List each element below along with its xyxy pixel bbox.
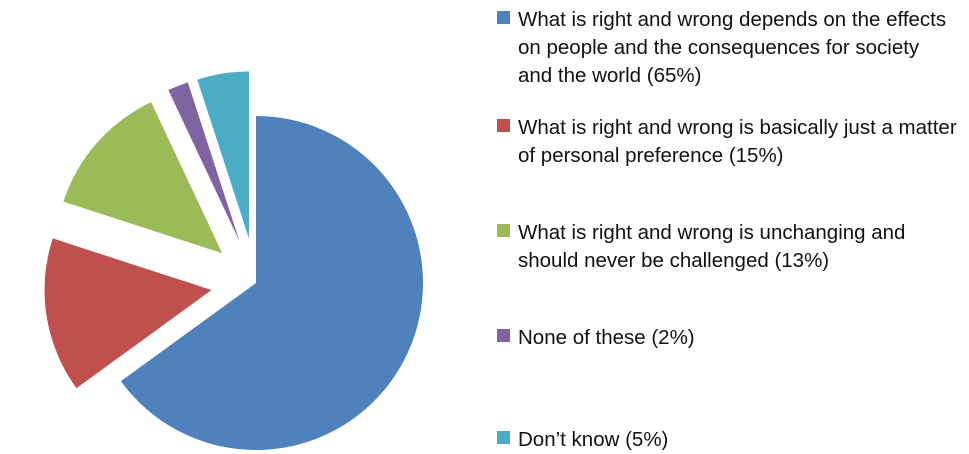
legend-item-unchanging: What is right and wrong is unchanging an…: [497, 219, 943, 275]
pie-slice-effects: [120, 116, 423, 451]
legend-label-none: None of these (2%): [518, 326, 695, 349]
legend-label-dont-know: Don’t know (5%): [518, 428, 669, 451]
legend-label-effects: What is right and wrong depends on the e…: [518, 8, 947, 87]
chart-legend: What is right and wrong depends on the e…: [497, 6, 969, 453]
pie-plot-area: [44, 71, 423, 451]
legend-item-preference: What is right and wrong is basically jus…: [497, 114, 969, 170]
legend-swatch-none: [497, 329, 510, 342]
legend-item-none: None of these (2%): [497, 324, 695, 352]
legend-label-unchanging: What is right and wrong is unchanging an…: [518, 221, 906, 272]
legend-swatch-dont-know: [497, 431, 510, 444]
legend-swatch-preference: [497, 119, 510, 132]
pie-slice-dont-know: [197, 71, 249, 239]
pie-slice-preference: [44, 238, 212, 389]
pie-slice-none: [168, 82, 240, 242]
legend-item-dont-know: Don’t know (5%): [497, 426, 668, 454]
legend-swatch-effects: [497, 11, 510, 24]
legend-label-preference: What is right and wrong is basically jus…: [518, 116, 957, 167]
legend-swatch-unchanging: [497, 224, 510, 237]
legend-item-effects: What is right and wrong depends on the e…: [497, 6, 958, 90]
pie-slice-unchanging: [63, 102, 223, 254]
